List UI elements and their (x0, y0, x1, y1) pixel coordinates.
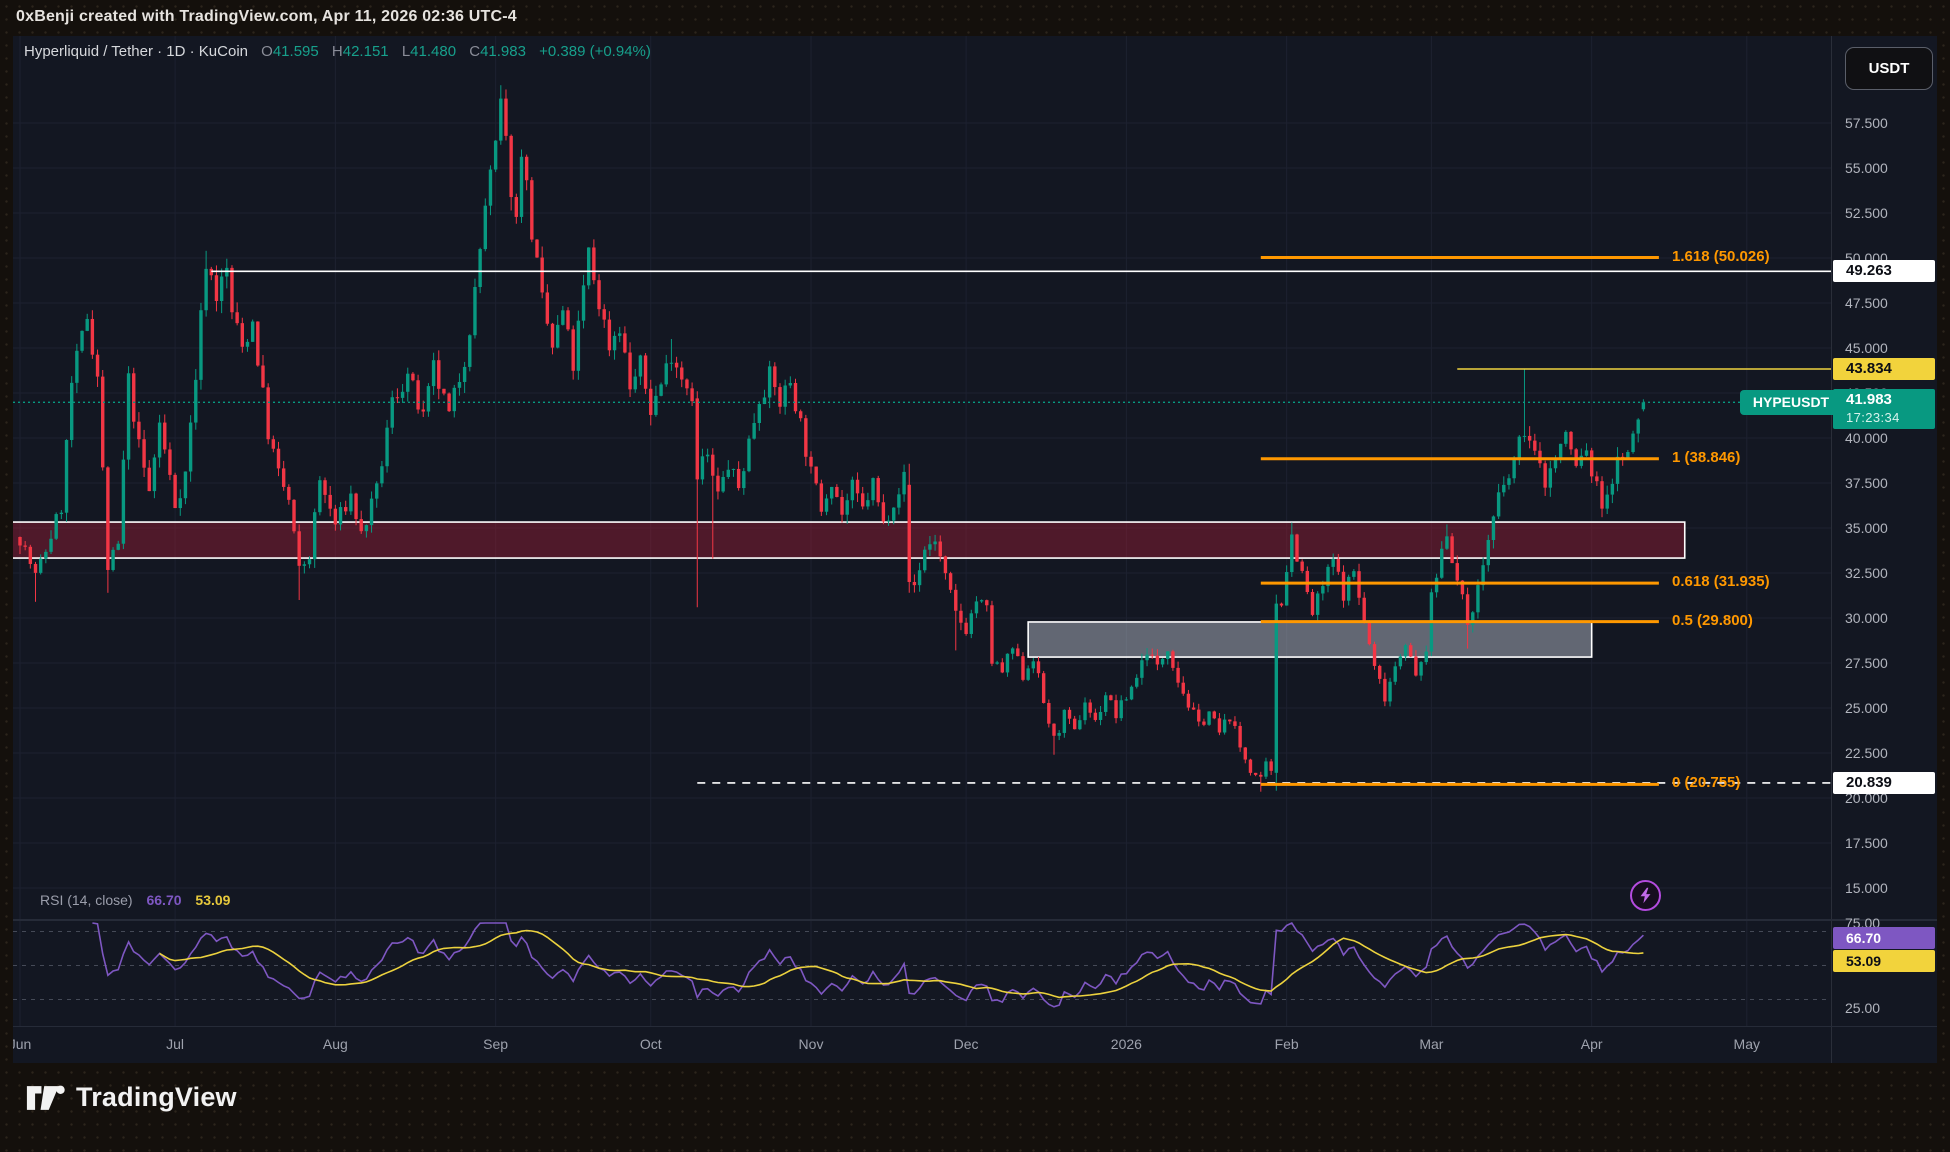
time-tick: 2026 (1110, 1036, 1142, 1052)
price-tick: 35.000 (1845, 520, 1888, 536)
time-tick: Feb (1274, 1036, 1299, 1052)
attribution-text: 0xBenji created with TradingView.com, Ap… (16, 8, 517, 25)
tradingview-logo[interactable]: TradingView (26, 1082, 237, 1113)
price-tick: 55.000 (1845, 160, 1888, 176)
high-label: H (331, 43, 343, 60)
last-price-tag: 41.983 17:23:34 (1833, 389, 1935, 430)
price-tick: 27.500 (1845, 655, 1888, 671)
series-title: Hyperliquid / Tether · 1D · KuCoin (24, 43, 248, 60)
fib-level-label[interactable]: 1 (38.846) (1672, 448, 1741, 466)
price-tick: 22.500 (1845, 745, 1888, 761)
high-value: 42.151 (342, 43, 389, 60)
open-value: 41.595 (272, 43, 319, 60)
low-label: L (401, 43, 411, 60)
dashed-line-price-tag: 20.839 (1833, 771, 1935, 794)
close-value: 41.983 (480, 43, 526, 60)
pane-separator[interactable] (13, 919, 1937, 921)
tradingview-logo-text: TradingView (76, 1082, 237, 1112)
rsi-ma-value-tag: 53.09 (1833, 950, 1935, 973)
time-tick: Jun (13, 1036, 32, 1052)
price-tick: 40.000 (1845, 430, 1888, 446)
yellow-line-price-tag: 43.834 (1833, 357, 1935, 380)
price-chart-canvas[interactable] (13, 36, 1831, 919)
time-tick: Apr (1580, 1036, 1603, 1052)
rsi-pane-canvas[interactable] (13, 921, 1831, 1026)
bar-countdown: 17:23:34 (1846, 410, 1900, 426)
price-tick: 32.500 (1845, 565, 1888, 581)
fib-level-label[interactable]: 0.5 (29.800) (1672, 611, 1753, 629)
price-tick: 30.000 (1845, 610, 1888, 626)
fib-level-label[interactable]: 0.618 (31.935) (1672, 573, 1770, 591)
currency-toggle-button[interactable]: USDT (1845, 47, 1933, 90)
price-tick: 15.000 (1845, 880, 1888, 896)
time-tick: Sep (483, 1036, 509, 1052)
time-tick: Dec (953, 1036, 979, 1052)
rsi-upper-tick: 75.00 (1845, 915, 1881, 931)
price-tick: 25.000 (1845, 700, 1888, 716)
price-axis-border (1831, 36, 1832, 1063)
time-tick: Aug (322, 1036, 348, 1052)
last-price-value: 41.983 (1846, 391, 1892, 409)
price-tick: 17.500 (1845, 835, 1888, 851)
rsi-current-value: 66.70 (146, 892, 182, 908)
fib-level-label[interactable]: 0 (20.755) (1672, 774, 1741, 792)
change-value: +0.389 (+0.94%) (539, 43, 651, 60)
price-tick: 37.500 (1845, 475, 1888, 491)
time-tick: Mar (1419, 1036, 1444, 1052)
time-tick: Oct (639, 1036, 662, 1052)
tradingview-logo-icon (26, 1085, 65, 1110)
chart-legend: Hyperliquid / Tether · 1D · KuCoin O41.5… (24, 43, 651, 60)
open-label: O (261, 43, 273, 60)
rsi-title: RSI (14, close) (40, 892, 133, 908)
close-label: C (469, 43, 481, 60)
price-tick: 52.500 (1845, 205, 1888, 221)
rsi-ma-value: 53.09 (195, 892, 231, 908)
price-tick: 47.500 (1845, 295, 1888, 311)
price-tick: 45.000 (1845, 340, 1888, 356)
chart-pane: Hyperliquid / Tether · 1D · KuCoin O41.5… (13, 36, 1937, 1063)
rsi-lower-tick: 25.00 (1845, 1000, 1881, 1016)
price-tick: 57.500 (1845, 115, 1888, 131)
rsi-legend: RSI (14, close) 66.70 53.09 (40, 892, 230, 908)
low-value: 41.480 (410, 43, 457, 60)
alert-price-tag: 49.263 (1833, 260, 1935, 283)
time-tick: Nov (798, 1036, 824, 1052)
time-tick: Jul (166, 1036, 185, 1052)
price-tick: 20.000 (1845, 790, 1888, 806)
symbol-price-line-badge: HYPEUSDT (1740, 390, 1842, 416)
rsi-value-tag: 66.70 (1833, 927, 1935, 950)
timescale-separator (13, 1026, 1937, 1027)
time-tick: May (1733, 1036, 1760, 1052)
quick-trade-button[interactable] (1630, 880, 1661, 911)
fib-level-label[interactable]: 1.618 (50.026) (1672, 247, 1770, 265)
lightning-icon (1640, 887, 1651, 904)
